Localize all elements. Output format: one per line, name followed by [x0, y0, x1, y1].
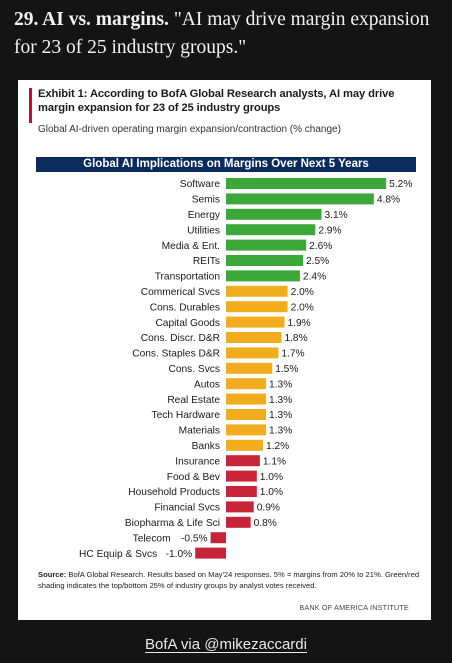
value-label: 0.8%	[254, 518, 277, 529]
value-label: 4.8%	[377, 195, 400, 206]
bar-household-products	[226, 486, 257, 497]
chart-banner: Global AI Implications on Margins Over N…	[36, 157, 416, 172]
value-label: 1.1%	[263, 456, 286, 467]
value-label: 1.2%	[266, 441, 289, 452]
source-note: Source: BofA Global Research. Results ba…	[38, 569, 423, 591]
category-label: Food & Bev	[167, 472, 221, 483]
bar-reits	[226, 255, 303, 266]
category-label: HC Equip & Svcs	[79, 549, 157, 560]
footer-brand: BANK OF AMERICA INSTITUTE	[299, 603, 409, 612]
value-label: 3.1%	[324, 210, 347, 221]
category-label: Materials	[179, 426, 220, 437]
value-label: 1.3%	[269, 379, 292, 390]
value-label: 1.8%	[284, 333, 307, 344]
value-label: 2.6%	[309, 241, 332, 252]
value-label: 1.3%	[269, 410, 292, 421]
category-label: REITs	[193, 256, 220, 267]
value-label: -0.5%	[181, 533, 208, 544]
bar-telecom	[210, 532, 226, 544]
value-label: -1.0%	[166, 549, 193, 560]
value-label: 1.5%	[275, 364, 298, 375]
bar-tech-hardware	[226, 409, 267, 420]
bar-hc-equip-svcs	[195, 547, 226, 559]
category-label: Software	[180, 179, 221, 190]
bar-media-ent	[226, 239, 307, 251]
category-label: Utilities	[187, 225, 220, 236]
category-label: Tech Hardware	[151, 410, 220, 421]
value-label: 1.7%	[281, 349, 304, 360]
bar-real-estate	[226, 393, 267, 405]
category-label: Semis	[192, 195, 220, 206]
category-label: Cons. Discr. D&R	[141, 333, 220, 344]
category-label: Biopharma & Life Sci	[125, 518, 220, 529]
bar-commerical-svcs	[226, 285, 288, 297]
category-label: Real Estate	[167, 395, 220, 406]
bar-utilities	[226, 224, 316, 236]
exhibit-title: Exhibit 1: According to BofA Global Rese…	[38, 88, 395, 114]
category-label: Energy	[188, 210, 221, 221]
source-label: Source:	[38, 570, 67, 579]
headline: 29. AI vs. margins. "AI may drive margin…	[14, 6, 442, 62]
value-label: 1.3%	[269, 395, 292, 406]
exhibit-subtitle: Global AI-driven operating margin expans…	[38, 124, 341, 135]
source-text: BofA Global Research. Results based on M…	[38, 570, 420, 590]
value-label: 2.0%	[291, 287, 314, 298]
bar-cons-staples-d-r	[226, 347, 279, 359]
bar-capital-goods	[226, 316, 285, 328]
category-label: Transportation	[155, 272, 220, 283]
value-label: 2.5%	[306, 256, 329, 267]
value-label: 1.0%	[260, 487, 283, 498]
category-label: Cons. Durables	[150, 302, 220, 313]
bar-cons-discr-d-r	[226, 332, 282, 343]
bar-cons-durables	[226, 301, 288, 313]
accent-bar	[29, 88, 32, 123]
value-label: 2.4%	[303, 272, 326, 283]
bar-materials	[226, 424, 267, 436]
category-label: Financial Svcs	[154, 503, 220, 514]
category-label: Autos	[194, 379, 220, 390]
credit-link[interactable]: BofA via @mikezaccardi	[145, 636, 307, 653]
value-label: 1.0%	[260, 472, 283, 483]
category-label: Capital Goods	[155, 318, 220, 329]
value-label: 2.9%	[318, 225, 341, 236]
value-label: 1.3%	[269, 426, 292, 437]
bar-software	[226, 178, 387, 189]
bar-insurance	[226, 455, 260, 467]
category-label: Commerical Svcs	[141, 287, 220, 298]
bar-biopharma-life-sci	[226, 516, 251, 528]
category-label: Media & Ent.	[162, 241, 220, 252]
headline-quote: "AI may drive margin expansion for 23 of…	[14, 9, 430, 58]
bar-chart: Software 5.2% Semis 4.8% Energy 3.1% Utilities…	[79, 178, 412, 560]
value-label: 2.0%	[291, 302, 314, 313]
bar-energy	[226, 208, 322, 220]
bar-banks	[226, 439, 263, 451]
category-label: Cons. Svcs	[168, 364, 220, 375]
bar-autos	[226, 378, 267, 390]
value-label: 1.9%	[288, 318, 311, 329]
value-label: 5.2%	[389, 179, 412, 190]
bar-transportation	[226, 270, 300, 282]
category-label: Banks	[192, 441, 220, 452]
category-label: Insurance	[175, 456, 220, 467]
bar-cons-svcs	[226, 362, 273, 374]
category-label: Telecom	[133, 533, 171, 544]
value-label: 0.9%	[257, 503, 280, 514]
category-label: Cons. Staples D&R	[132, 349, 220, 360]
exhibit-card: Exhibit 1: According to BofA Global Rese…	[18, 80, 431, 620]
bar-semis	[226, 193, 374, 205]
bar-food-bev	[226, 470, 257, 482]
category-label: Household Products	[128, 487, 220, 498]
headline-number: 29. AI vs. margins.	[14, 9, 169, 30]
bar-financial-svcs	[226, 501, 254, 513]
